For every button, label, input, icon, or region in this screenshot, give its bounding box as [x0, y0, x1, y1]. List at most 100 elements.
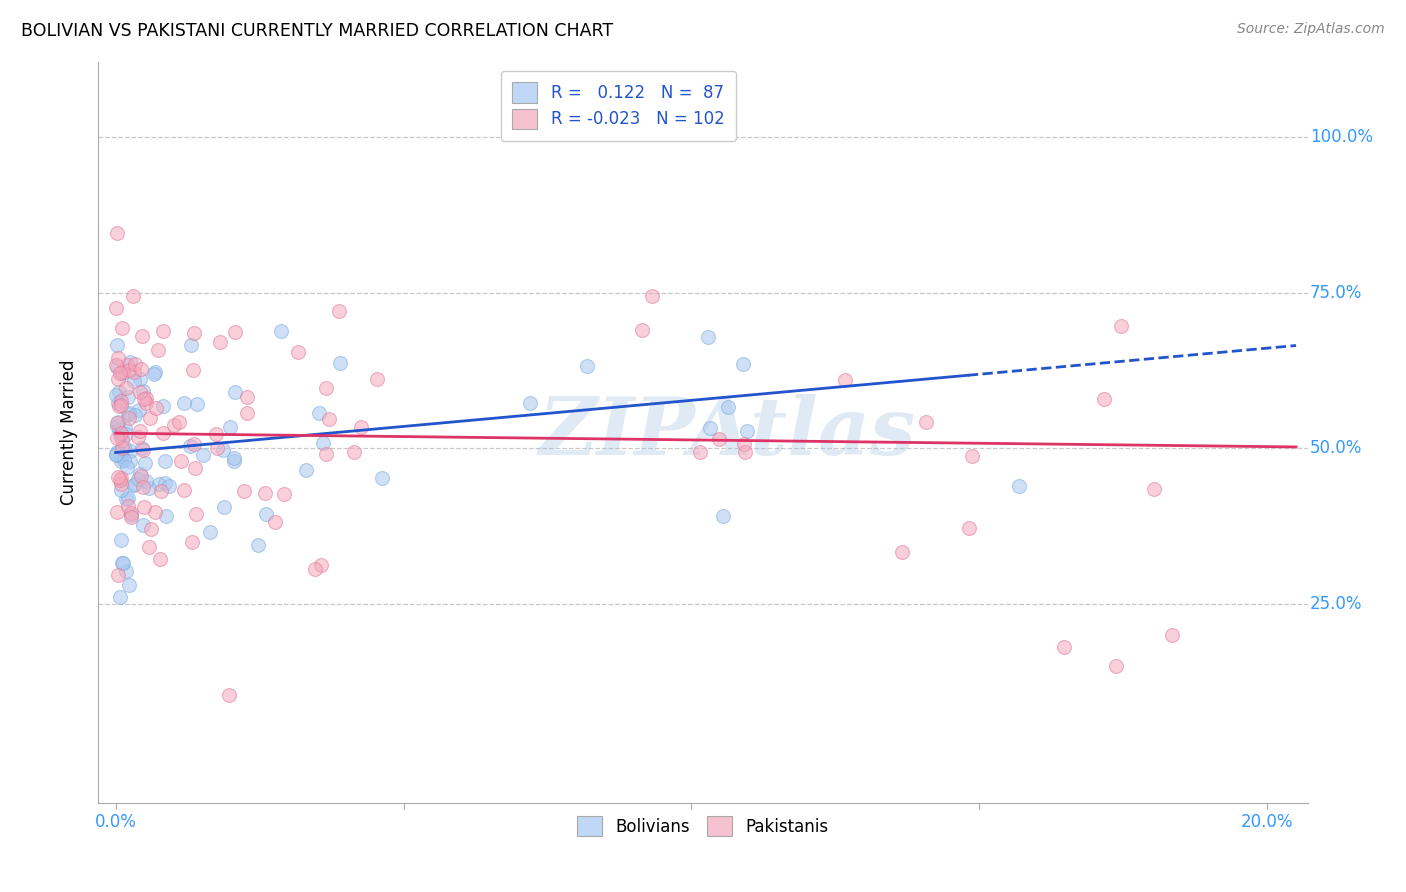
- Point: [124, 476, 146, 491]
- Point: [110, 426, 132, 441]
- Point: [145, 401, 167, 415]
- Point: [112, 452, 135, 467]
- Point: [131, 442, 153, 456]
- Point: [129, 468, 152, 483]
- Point: [120, 508, 142, 522]
- Point: [111, 433, 134, 447]
- Point: [711, 509, 734, 524]
- Point: [169, 415, 191, 429]
- Point: [107, 226, 129, 240]
- Point: [110, 441, 132, 455]
- Point: [689, 444, 711, 458]
- Point: [254, 508, 277, 522]
- Point: [138, 540, 160, 554]
- Point: [117, 499, 139, 513]
- Point: [1008, 479, 1031, 493]
- Point: [219, 420, 242, 434]
- Point: [148, 476, 170, 491]
- Point: [107, 372, 129, 386]
- Text: BOLIVIAN VS PAKISTANI CURRENTLY MARRIED CORRELATION CHART: BOLIVIAN VS PAKISTANI CURRENTLY MARRIED …: [21, 22, 613, 40]
- Point: [118, 363, 141, 377]
- Point: [834, 373, 856, 387]
- Point: [264, 516, 287, 530]
- Point: [179, 439, 201, 453]
- Point: [157, 479, 180, 493]
- Point: [105, 359, 128, 374]
- Point: [153, 476, 176, 491]
- Point: [143, 365, 166, 379]
- Point: [318, 412, 340, 426]
- Point: [630, 323, 652, 337]
- Point: [186, 396, 208, 410]
- Point: [132, 392, 155, 407]
- Point: [208, 335, 231, 350]
- Point: [149, 484, 172, 499]
- Text: 75.0%: 75.0%: [1310, 284, 1362, 301]
- Point: [180, 534, 202, 549]
- Point: [122, 478, 145, 492]
- Point: [366, 372, 388, 386]
- Point: [315, 447, 337, 461]
- Point: [107, 568, 129, 582]
- Point: [224, 385, 246, 400]
- Point: [183, 437, 205, 451]
- Point: [270, 324, 292, 338]
- Point: [1105, 659, 1128, 673]
- Point: [273, 487, 295, 501]
- Point: [105, 431, 128, 445]
- Point: [519, 396, 541, 410]
- Point: [111, 556, 134, 570]
- Point: [184, 460, 207, 475]
- Point: [129, 424, 152, 438]
- Point: [120, 510, 142, 524]
- Point: [107, 469, 129, 483]
- Point: [1053, 640, 1076, 655]
- Point: [111, 364, 134, 378]
- Point: [108, 399, 131, 413]
- Point: [1143, 482, 1166, 496]
- Point: [146, 343, 169, 357]
- Point: [105, 301, 128, 315]
- Point: [312, 435, 335, 450]
- Point: [173, 395, 195, 409]
- Point: [105, 505, 128, 519]
- Point: [131, 329, 153, 343]
- Point: [212, 442, 235, 457]
- Text: 25.0%: 25.0%: [1310, 595, 1362, 613]
- Point: [112, 556, 135, 570]
- Point: [162, 418, 184, 433]
- Point: [139, 522, 162, 536]
- Point: [180, 338, 202, 352]
- Point: [309, 558, 332, 573]
- Point: [135, 391, 157, 405]
- Text: ZIPAtlas: ZIPAtlas: [538, 394, 915, 471]
- Point: [128, 402, 150, 417]
- Point: [108, 385, 131, 400]
- Point: [135, 474, 157, 488]
- Point: [124, 357, 146, 371]
- Point: [127, 472, 149, 486]
- Point: [212, 500, 235, 515]
- Point: [247, 538, 270, 552]
- Point: [1109, 318, 1132, 333]
- Point: [115, 358, 138, 372]
- Point: [153, 454, 176, 468]
- Point: [111, 320, 134, 334]
- Point: [118, 355, 141, 369]
- Point: [117, 578, 139, 592]
- Point: [328, 304, 350, 318]
- Point: [135, 396, 157, 410]
- Point: [350, 420, 373, 434]
- Point: [112, 366, 135, 380]
- Point: [915, 415, 938, 429]
- Point: [1092, 392, 1115, 406]
- Point: [152, 400, 174, 414]
- Point: [957, 520, 980, 534]
- Point: [343, 445, 366, 459]
- Point: [232, 483, 254, 498]
- Point: [131, 443, 153, 458]
- Point: [641, 289, 664, 303]
- Point: [118, 444, 141, 458]
- Point: [110, 590, 132, 604]
- Point: [731, 357, 754, 371]
